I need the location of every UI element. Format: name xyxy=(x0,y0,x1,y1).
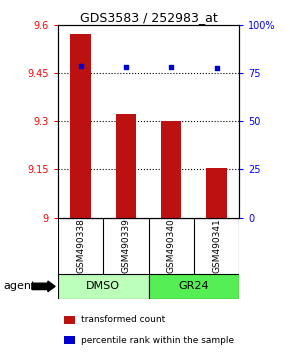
Point xyxy=(214,65,219,71)
Point xyxy=(124,64,128,70)
Text: percentile rank within the sample: percentile rank within the sample xyxy=(81,336,234,345)
Title: GDS3583 / 252983_at: GDS3583 / 252983_at xyxy=(80,11,218,24)
Point xyxy=(169,64,174,70)
Text: GSM490341: GSM490341 xyxy=(212,218,221,273)
Bar xyxy=(148,274,239,299)
Point xyxy=(78,63,83,69)
Text: GSM490340: GSM490340 xyxy=(167,218,176,273)
Text: GR24: GR24 xyxy=(179,281,209,291)
Bar xyxy=(161,121,182,218)
Text: agent: agent xyxy=(3,281,35,291)
Text: transformed count: transformed count xyxy=(81,315,166,325)
Bar xyxy=(58,274,148,299)
Text: GSM490339: GSM490339 xyxy=(122,218,130,273)
Text: DMSO: DMSO xyxy=(86,281,120,291)
Bar xyxy=(206,168,227,218)
Text: GSM490338: GSM490338 xyxy=(76,218,85,273)
Bar xyxy=(70,34,91,218)
Bar xyxy=(116,114,136,218)
